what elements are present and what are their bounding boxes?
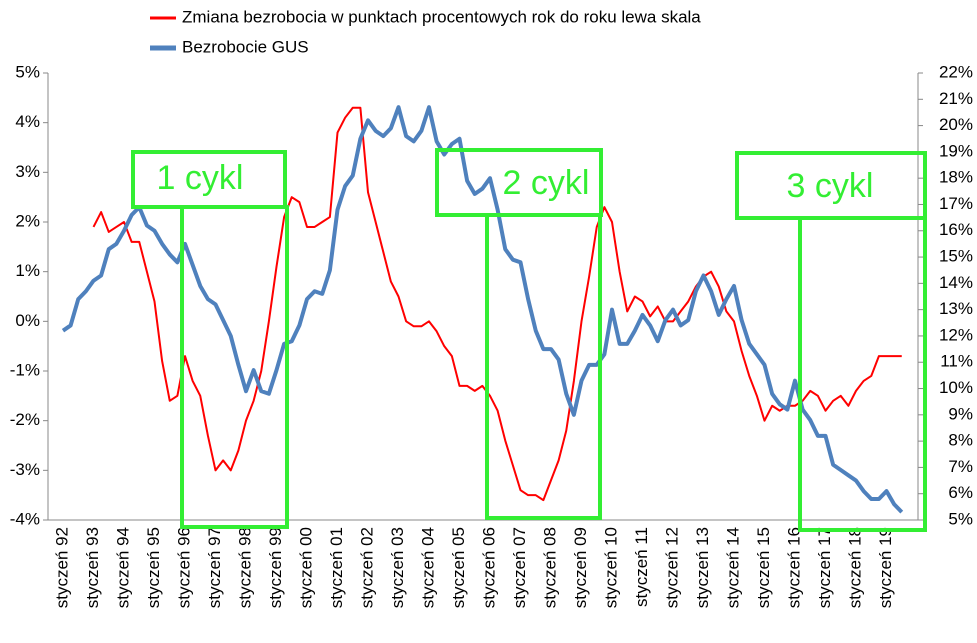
cycle-box <box>798 216 927 532</box>
x-tick-label: styczeń 00 <box>296 527 315 608</box>
y2-tick-label: 20% <box>939 115 973 134</box>
x-tick-label: styczeń 15 <box>754 527 773 608</box>
x-tick-label: styczeń 12 <box>662 527 681 608</box>
x-tick-label: styczeń 19 <box>876 527 895 608</box>
y2-tick-label: 12% <box>939 325 973 344</box>
x-tick-label: styczeń 98 <box>235 527 254 608</box>
x-tick-label: styczeń 06 <box>479 527 498 608</box>
y-tick-label: 1% <box>15 261 40 280</box>
y-tick-label: 3% <box>15 162 40 181</box>
y2-tick-label: 18% <box>939 168 973 187</box>
y-tick-label: 4% <box>15 112 40 131</box>
x-tick-label: styczeń 04 <box>418 527 437 608</box>
x-tick-label: styczeń 96 <box>174 527 193 608</box>
y2-tick-label: 21% <box>939 89 973 108</box>
x-tick-label: styczeń 92 <box>52 527 71 608</box>
y2-tick-label: 19% <box>939 141 973 160</box>
x-tick-label: styczeń 17 <box>815 527 834 608</box>
x-tick-label: styczeń 93 <box>83 527 102 608</box>
x-tick-label: styczeń 05 <box>449 527 468 608</box>
y2-tick-label: 7% <box>948 457 973 476</box>
x-tick-label: styczeń 14 <box>723 527 742 608</box>
y-tick-label: 5% <box>15 62 40 81</box>
y2-tick-label: 22% <box>939 62 973 81</box>
x-tick-label: styczeń 97 <box>205 527 224 608</box>
series-line <box>61 105 904 514</box>
x-tick-label: styczeń 94 <box>113 527 132 608</box>
x-tick-label: styczeń 08 <box>540 527 559 608</box>
x-tick-label: styczeń 18 <box>845 527 864 608</box>
series-line <box>92 106 902 502</box>
x-tick-label: styczeń 16 <box>784 527 803 608</box>
y-tick-label: -4% <box>10 509 40 528</box>
legend-label: Zmiana bezrobocia w punktach procentowyc… <box>182 7 701 26</box>
y-tick-label: 2% <box>15 211 40 230</box>
x-tick-label: styczeń 99 <box>266 527 285 608</box>
x-tick-label: styczeń 09 <box>571 527 590 608</box>
y2-tick-label: 9% <box>948 404 973 423</box>
x-tick-label: styczeń 10 <box>601 527 620 608</box>
annotation: 3 cykl <box>787 167 874 205</box>
cycle-box <box>485 213 602 520</box>
y2-tick-label: 17% <box>939 194 973 213</box>
y2-tick-label: 6% <box>948 483 973 502</box>
x-tick-label: styczeń 95 <box>144 527 163 608</box>
annotation: 1 cykl <box>157 159 244 197</box>
annotation: 2 cykl <box>503 164 590 202</box>
x-tick-label: styczeń 07 <box>510 527 529 608</box>
y-tick-label: 0% <box>15 311 40 330</box>
y2-tick-label: 13% <box>939 299 973 318</box>
y2-tick-label: 8% <box>948 431 973 450</box>
y-tick-label: -1% <box>10 360 40 379</box>
y2-tick-label: 11% <box>940 352 973 371</box>
y-tick-label: -2% <box>10 410 40 429</box>
y-tick-label: -3% <box>10 460 40 479</box>
y2-tick-label: 14% <box>939 273 973 292</box>
x-tick-label: styczeń 02 <box>357 527 376 608</box>
y2-tick-label: 16% <box>939 220 973 239</box>
x-tick-label: styczeń 13 <box>693 527 712 608</box>
legend-label: Bezrobocie GUS <box>182 37 309 56</box>
x-tick-label: styczeń 11 <box>632 527 651 607</box>
y2-tick-label: 5% <box>948 509 973 528</box>
cycle-box <box>180 205 289 529</box>
y2-tick-label: 15% <box>939 247 973 266</box>
x-tick-label: styczeń 01 <box>327 527 346 608</box>
y2-tick-label: 10% <box>939 378 973 397</box>
x-tick-label: styczeń 03 <box>388 527 407 608</box>
